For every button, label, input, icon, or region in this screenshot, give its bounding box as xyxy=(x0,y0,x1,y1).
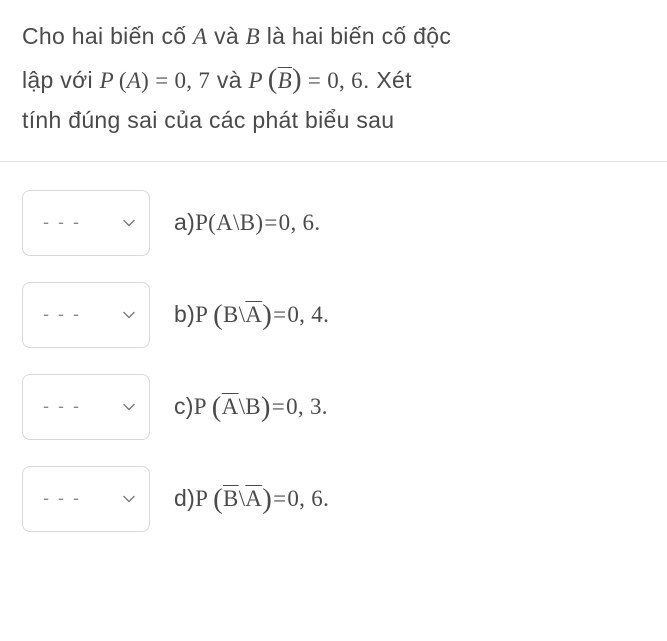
opt-P: P xyxy=(195,486,208,512)
q-eq: = 0, 7 xyxy=(149,68,210,93)
q-paren: ) xyxy=(141,68,149,93)
opt-right: B xyxy=(245,394,261,420)
opt-P: P xyxy=(195,210,208,236)
chevron-down-icon xyxy=(123,403,135,411)
q-Bbar: B xyxy=(278,68,292,93)
opt-letter: a) xyxy=(174,209,195,236)
dropdown-d[interactable]: - - - xyxy=(22,466,150,532)
opt-letter: b) xyxy=(174,301,195,328)
dropdown-placeholder: - - - xyxy=(43,396,81,417)
opt-bs: \ xyxy=(239,302,246,328)
opt-left-bar: A xyxy=(222,394,239,420)
q-eq: = 0, 6 xyxy=(302,68,363,93)
q-var-b: B xyxy=(246,24,260,49)
opt-right-bar: A xyxy=(245,302,262,328)
opt-big-paren-close: ) xyxy=(262,483,272,516)
q-text: . Xét xyxy=(363,67,412,93)
q-text: tính đúng sai của các phát biểu sau xyxy=(22,107,394,133)
opt-paren: ) xyxy=(255,210,263,236)
opt-paren: ( xyxy=(208,210,216,236)
opt-val: 0, 3. xyxy=(286,394,328,420)
opt-right-bar: A xyxy=(245,486,262,512)
q-text: và xyxy=(207,23,245,49)
question-text: Cho hai biến cố A và B là hai biến cố độ… xyxy=(22,18,645,139)
options-block: - - - a) P(A\B) =0, 6. - - - b) P (B\A) … xyxy=(0,162,667,568)
opt-right: B xyxy=(240,210,256,236)
opt-left: B xyxy=(223,302,239,328)
q-text: là hai biến cố độc xyxy=(260,23,451,49)
dropdown-b[interactable]: - - - xyxy=(22,282,150,348)
question-block: Cho hai biến cố A và B là hai biến cố độ… xyxy=(0,0,667,161)
q-paren: ( xyxy=(119,68,127,93)
opt-big-paren-close: ) xyxy=(262,299,272,332)
opt-eq: = xyxy=(264,210,277,236)
chevron-down-icon xyxy=(123,495,135,503)
opt-bs: \ xyxy=(233,210,240,236)
opt-bs: \ xyxy=(239,394,246,420)
opt-letter: c) xyxy=(174,393,194,420)
opt-val: 0, 6. xyxy=(279,210,321,236)
q-text: và xyxy=(210,67,248,93)
q-A: A xyxy=(127,68,141,93)
opt-big-paren-close: ) xyxy=(261,391,271,424)
q-text: Cho hai biến cố xyxy=(22,23,193,49)
q-text: lập với xyxy=(22,67,100,93)
opt-eq: = xyxy=(272,394,285,420)
opt-left-bar: B xyxy=(223,486,239,512)
dropdown-c[interactable]: - - - xyxy=(22,374,150,440)
dropdown-placeholder: - - - xyxy=(43,304,81,325)
option-label-d: d) P (B\A) =0, 6. xyxy=(174,482,329,515)
option-label-a: a) P(A\B) =0, 6. xyxy=(174,209,320,236)
option-label-b: b) P (B\A) =0, 4. xyxy=(174,298,329,331)
option-row-c: - - - c) P (A\B) =0, 3. xyxy=(22,374,645,440)
opt-eq: = xyxy=(273,486,286,512)
opt-big-paren-open: ( xyxy=(213,299,223,332)
opt-big-paren-open: ( xyxy=(213,483,223,516)
opt-letter: d) xyxy=(174,485,195,512)
q-big-paren-open: ( xyxy=(268,63,278,95)
q-big-paren-close: ) xyxy=(292,63,302,95)
option-row-b: - - - b) P (B\A) =0, 4. xyxy=(22,282,645,348)
option-label-c: c) P (A\B) =0, 3. xyxy=(174,390,328,423)
opt-big-paren-open: ( xyxy=(212,391,222,424)
dropdown-placeholder: - - - xyxy=(43,488,81,509)
chevron-down-icon xyxy=(123,219,135,227)
q-P: P xyxy=(100,68,114,93)
opt-eq: = xyxy=(273,302,286,328)
opt-bs: \ xyxy=(239,486,246,512)
dropdown-placeholder: - - - xyxy=(43,212,81,233)
opt-P: P xyxy=(195,302,208,328)
opt-val: 0, 6. xyxy=(287,486,329,512)
opt-left: A xyxy=(216,210,233,236)
opt-P: P xyxy=(194,394,207,420)
q-var-a: A xyxy=(193,24,207,49)
option-row-d: - - - d) P (B\A) =0, 6. xyxy=(22,466,645,532)
q-P: P xyxy=(249,68,263,93)
opt-val: 0, 4. xyxy=(287,302,329,328)
dropdown-a[interactable]: - - - xyxy=(22,190,150,256)
option-row-a: - - - a) P(A\B) =0, 6. xyxy=(22,190,645,256)
chevron-down-icon xyxy=(123,311,135,319)
